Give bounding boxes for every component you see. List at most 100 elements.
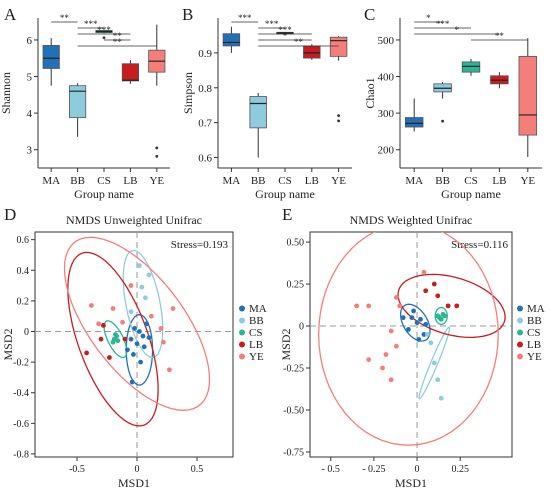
point-BB: [146, 272, 152, 278]
point-LB: [107, 355, 112, 360]
point-YE: [421, 269, 427, 275]
legend-label: CS: [249, 327, 262, 339]
point-LB: [445, 303, 451, 309]
significance-label: **: [60, 13, 70, 23]
box-CS: [461, 61, 481, 73]
x-tick-label: YE: [149, 175, 164, 187]
plot-frame: [34, 231, 234, 458]
point-LB: [431, 281, 437, 287]
x-tick-label: - 0.25: [362, 464, 385, 475]
point-YE: [383, 352, 389, 357]
point-YE: [158, 326, 164, 331]
plot-title: NMDS Unweighted Unifrac: [66, 213, 202, 227]
legend-marker-BB: [239, 317, 245, 324]
point-MA: [141, 344, 147, 350]
legend-label: MA: [527, 303, 545, 315]
confidence-ellipse-YE: [317, 232, 499, 446]
significance-label: **: [113, 31, 123, 41]
y-axis-label: MSD2: [1, 328, 15, 360]
point-YE: [96, 321, 101, 327]
point-LB: [423, 288, 429, 294]
box-MA: [404, 117, 424, 128]
y-tick-label: -0.6: [13, 419, 29, 430]
legend-label: YE: [527, 351, 542, 363]
legend-marker-MA: [517, 305, 523, 312]
y-tick-label: 6: [27, 35, 33, 47]
legend-label: CS: [527, 327, 540, 339]
x-tick-label: CS: [464, 175, 477, 187]
panel-letter: D: [4, 205, 16, 224]
x-tick-label: LB: [123, 175, 137, 187]
point-CS: [115, 338, 121, 344]
point-BB: [438, 395, 444, 401]
point-YE: [89, 303, 94, 308]
y-tick-label: 0.25: [287, 280, 305, 291]
x-tick-label: 0: [415, 464, 420, 475]
x-tick-label: YE: [331, 175, 346, 187]
point-MA: [406, 326, 411, 332]
box-BB: [249, 96, 267, 129]
y-axis-label: Chao1: [363, 77, 377, 108]
point-MA: [421, 332, 427, 337]
legend-marker-LB: [239, 341, 245, 348]
x-tick-label: BB: [251, 175, 266, 187]
point-MA: [411, 308, 416, 314]
point-CS: [442, 313, 448, 319]
y-axis-label: Shannon: [0, 72, 13, 114]
x-tick-label: CS: [97, 175, 110, 187]
point-MA: [414, 320, 420, 326]
significance-label: ***: [436, 19, 450, 29]
significance-label: **: [495, 31, 505, 41]
point-YE: [393, 343, 399, 349]
legend-marker-YE: [517, 353, 523, 360]
y-tick-label: -0.75: [283, 447, 304, 458]
point-YE: [120, 319, 125, 325]
y-tick-label: -0.2: [13, 358, 29, 369]
nmds-panel-E: E NMDS Weighted Unifrac - 0.5 - 0.25 0 0.25 -0…: [279, 205, 545, 490]
x-axis-label: MSD1: [118, 476, 150, 490]
y-tick-label: 0.6: [198, 153, 212, 165]
point-YE: [167, 367, 172, 373]
confidence-ellipse-BB: [418, 326, 451, 400]
point-BB: [139, 284, 145, 290]
x-tick-label: - 0.5: [322, 464, 340, 475]
x-axis-label: Group name: [255, 187, 315, 201]
box-YE: [329, 36, 348, 57]
y-axis-label: Simpson: [181, 72, 195, 114]
y-tick-label: 200: [378, 145, 395, 157]
significance-label: ***: [97, 25, 111, 35]
y-tick-label: 0.4: [17, 266, 30, 277]
legend-marker-LB: [517, 341, 523, 348]
x-tick-label: CS: [278, 175, 291, 187]
point-LB: [454, 303, 460, 309]
box-YE: [518, 56, 538, 136]
plot-title: NMDS Weighted Unifrac: [350, 213, 473, 227]
outlier-point: [155, 154, 159, 158]
point-LB: [98, 336, 104, 342]
box-MA: [42, 45, 60, 69]
y-tick-label: 400: [378, 72, 395, 84]
box-MA: [222, 33, 241, 47]
legend-marker-MA: [239, 305, 245, 312]
panel-letter: E: [282, 205, 292, 224]
stress-label: Stress=0.116: [451, 239, 508, 251]
x-tick-label: YE: [520, 175, 535, 187]
x-axis-label: MSD1: [395, 476, 427, 490]
plot-area: [317, 232, 506, 446]
point-MA: [125, 347, 130, 353]
significance-label: *: [283, 31, 288, 41]
point-YE: [161, 339, 166, 345]
legend-marker-CS: [239, 329, 245, 336]
legend-label: LB: [249, 339, 263, 351]
x-tick-label: MA: [405, 175, 423, 187]
point-BB: [435, 377, 441, 383]
point-YE: [149, 313, 154, 319]
point-BB: [431, 360, 437, 366]
point-MA: [138, 359, 144, 365]
x-tick-label: 0.5: [191, 464, 204, 475]
nmds-panel-D: D NMDS Unweighted Unifrac -0.5 0 0.5 -0.8 -0.6…: [1, 205, 267, 490]
legend-label: BB: [249, 315, 264, 327]
